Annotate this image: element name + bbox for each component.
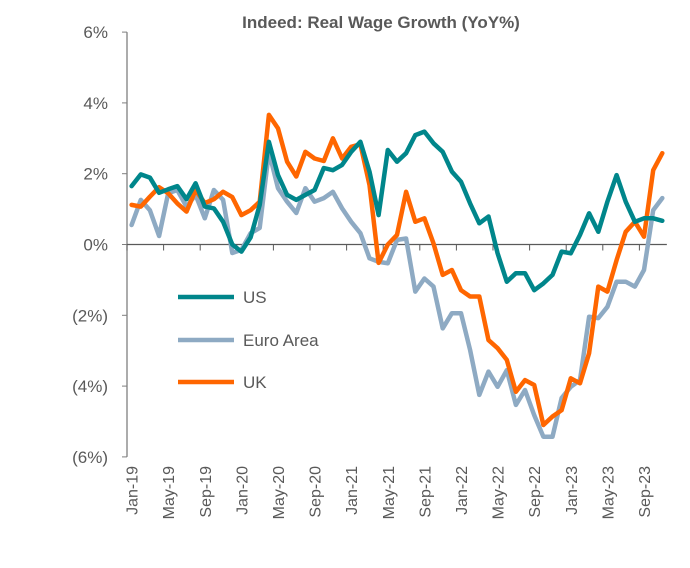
- series-line-us: [129, 129, 665, 293]
- x-tick-label: May-22: [491, 466, 508, 519]
- x-tick-label: Sep-20: [308, 466, 325, 518]
- y-tick-labels: 6% 4% 2% 0% (2%) (4%) (6%): [72, 23, 108, 467]
- x-tick-label: Sep-22: [527, 466, 544, 518]
- series-line-euro-area: [129, 149, 665, 439]
- x-tick-label: Sep-21: [417, 466, 434, 518]
- y-tick-label: (6%): [72, 448, 108, 467]
- x-tick-label: Jan-22: [454, 466, 471, 515]
- y-tick-label: 0%: [83, 236, 108, 255]
- x-tick-label: Jan-20: [234, 466, 251, 515]
- y-tick-label: 2%: [83, 165, 108, 184]
- x-tick-label: Sep-19: [198, 466, 215, 518]
- series-line-uk: [129, 112, 665, 428]
- x-tick-label: May-21: [381, 466, 398, 519]
- x-tick-label: Sep-23: [637, 466, 654, 518]
- x-tick-label: Jan-23: [564, 466, 581, 515]
- x-tick-label: May-20: [271, 466, 288, 519]
- y-tick-label: (2%): [72, 306, 108, 325]
- legend-label-us: US: [243, 288, 267, 307]
- y-tick-label: (4%): [72, 377, 108, 396]
- x-tick-labels: Jan-19 May-19 Sep-19 Jan-20 May-20 Sep-20 Jan-…: [125, 466, 654, 519]
- legend: US Euro Area UK: [178, 288, 319, 392]
- legend-label-uk: UK: [243, 373, 267, 392]
- y-tick-label: 4%: [83, 94, 108, 113]
- legend-label-euro-area: Euro Area: [243, 331, 319, 350]
- series-lines: [129, 112, 665, 439]
- chart-title: Indeed: Real Wage Growth (YoY%): [242, 13, 520, 32]
- y-tick-label: 6%: [83, 23, 108, 42]
- x-tick-label: May-19: [161, 466, 178, 519]
- x-tick-label: Jan-21: [344, 466, 361, 515]
- x-tick-label: Jan-19: [125, 466, 142, 515]
- x-tick-label: May-23: [600, 466, 617, 519]
